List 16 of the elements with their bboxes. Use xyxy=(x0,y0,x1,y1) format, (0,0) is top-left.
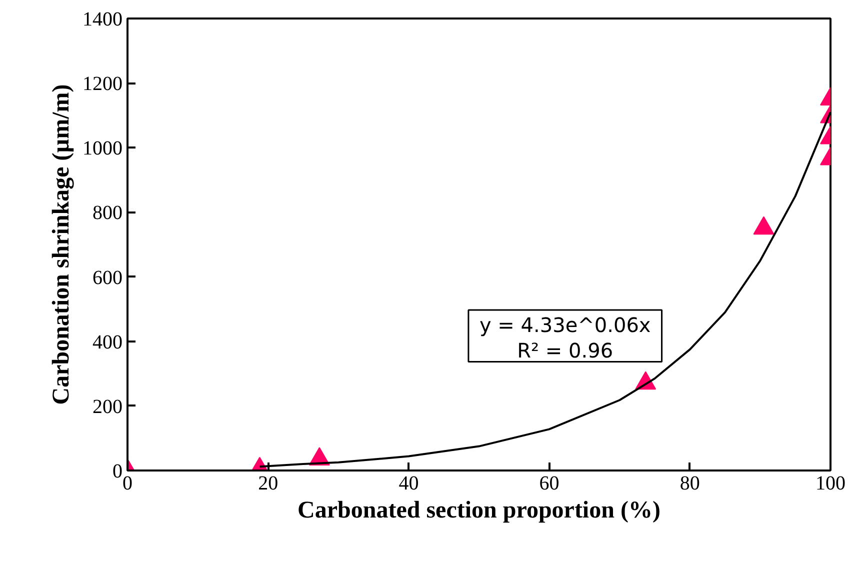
y-tick-label: 1200 xyxy=(82,73,122,96)
y-tick-label: 200 xyxy=(92,396,122,418)
x-tick-label: 60 xyxy=(539,472,560,494)
y-tick-label: 600 xyxy=(92,266,122,289)
x-tick-label: 40 xyxy=(398,472,419,494)
annotation: R² = 0.96 xyxy=(517,338,614,362)
y-tick-label: 400 xyxy=(92,331,122,354)
y-tick-label: 1400 xyxy=(82,8,122,30)
x-tick-label: 100 xyxy=(816,472,846,494)
y-tick-label: 1000 xyxy=(82,138,122,160)
x-tick-label: 80 xyxy=(680,472,700,494)
x-tick-label: 20 xyxy=(258,472,278,494)
y-tick-label: 800 xyxy=(92,202,122,224)
y-axis-title: Carbonation shrinkage (µm/m) xyxy=(48,84,74,405)
x-axis-title: Carbonated section proportion (%) xyxy=(298,498,660,524)
annotation: y = 4.33e^0.06x xyxy=(479,313,651,338)
